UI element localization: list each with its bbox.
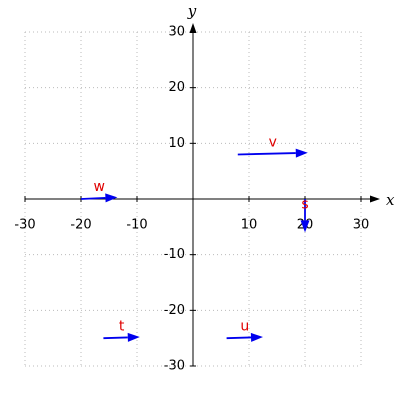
vector-shaft: [226, 336, 252, 340]
y-tick-label: -30: [164, 359, 185, 374]
y-tick-label: 10: [168, 136, 185, 151]
y-tick-label: 30: [168, 25, 185, 40]
vector-label: u: [240, 319, 249, 335]
vector-label: s: [301, 197, 308, 213]
y-axis-label: y: [187, 2, 197, 20]
y-axis-arrow: [189, 23, 197, 33]
vector-head: [300, 220, 310, 233]
x-axis-label: x: [386, 191, 395, 209]
vector-shaft: [103, 336, 128, 340]
y-tick-label: -20: [164, 303, 185, 318]
vector-label: w: [93, 179, 104, 195]
vector: t: [103, 319, 140, 342]
vector-head: [250, 332, 263, 342]
x-axis-arrow: [370, 195, 380, 203]
vector: s: [300, 197, 310, 233]
vector-label: v: [269, 135, 277, 151]
x-tick-label: -20: [70, 218, 91, 233]
vector-label: t: [119, 319, 125, 335]
y-tick-label: -10: [164, 247, 185, 262]
vector-head: [295, 148, 308, 158]
vector-shaft: [237, 152, 296, 156]
x-tick-label: -10: [126, 218, 147, 233]
vector-head: [127, 332, 140, 342]
y-tick-label: 20: [168, 80, 185, 95]
vector: v: [237, 135, 308, 158]
x-tick-label: 10: [241, 218, 258, 233]
x-tick-label: 30: [353, 218, 370, 233]
vector: u: [226, 319, 263, 342]
vector-shaft: [80, 196, 106, 200]
vector-head: [105, 193, 118, 203]
x-tick-label: -30: [14, 218, 35, 233]
vector: w: [80, 179, 118, 203]
